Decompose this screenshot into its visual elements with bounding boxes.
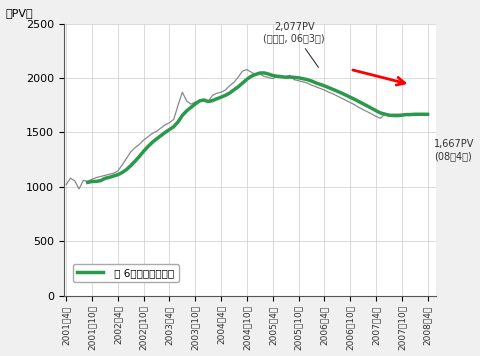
- Legend:  は 6ヶ月移動平均線: は 6ヶ月移動平均線: [73, 264, 179, 282]
- Y-axis label: （PV）: （PV）: [6, 8, 33, 18]
- Text: 2,077PV
(最高値, 06年3月): 2,077PV (最高値, 06年3月): [264, 22, 325, 67]
- Text: 1,667PV
(08年4月): 1,667PV (08年4月): [434, 139, 474, 161]
